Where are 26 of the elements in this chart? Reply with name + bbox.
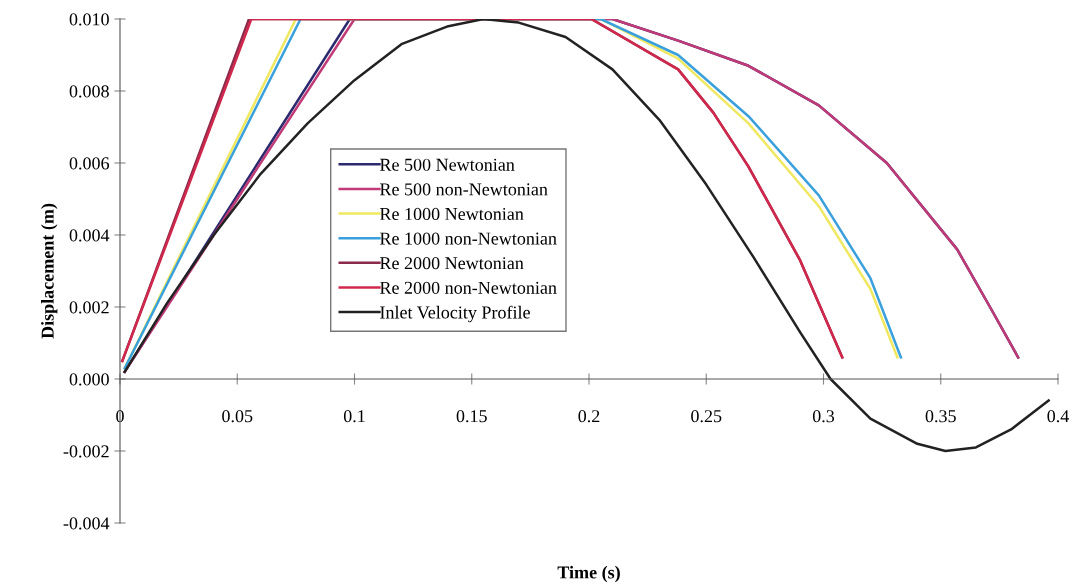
x-tick-label: 0.1 bbox=[343, 410, 365, 423]
y-tick-label: 0.004 bbox=[69, 229, 110, 242]
x-tick-label: 0.2 bbox=[578, 410, 600, 423]
y-tick-label: 0.006 bbox=[69, 157, 110, 170]
y-axis-title: Displacement (m) bbox=[41, 203, 58, 339]
legend-label: Re 2000 non-Newtonian bbox=[379, 281, 557, 294]
x-tick-label: 0.35 bbox=[925, 410, 956, 423]
y-tick-label: -0.002 bbox=[63, 445, 109, 458]
legend-label: Re 500 Newtonian bbox=[379, 158, 515, 171]
x-tick-label: 0.05 bbox=[222, 410, 253, 423]
x-tick-label: 0 bbox=[116, 410, 124, 423]
x-axis-title: Time (s) bbox=[557, 565, 620, 583]
y-tick-label: 0.010 bbox=[69, 13, 109, 26]
y-tick-label: 0.002 bbox=[69, 301, 109, 314]
x-tick-label: 0.4 bbox=[1047, 410, 1069, 423]
x-tick-label: 0.25 bbox=[691, 410, 722, 423]
y-tick-label: 0.000 bbox=[69, 373, 109, 386]
legend-label: Inlet Velocity Profile bbox=[380, 305, 530, 323]
x-tick-label: 0.15 bbox=[456, 410, 487, 423]
legend-label: Re 2000 Newtonian bbox=[379, 257, 524, 270]
y-tick-label: -0.004 bbox=[63, 517, 110, 530]
legend-label: Re 1000 Newtonian bbox=[379, 207, 524, 221]
legend-label: Re 500 non-Newtonian bbox=[379, 183, 548, 196]
y-tick-label: 0.008 bbox=[69, 85, 109, 98]
x-tick-label: 0.3 bbox=[812, 410, 835, 423]
legend-label: Re 1000 non-Newtonian bbox=[379, 232, 557, 245]
